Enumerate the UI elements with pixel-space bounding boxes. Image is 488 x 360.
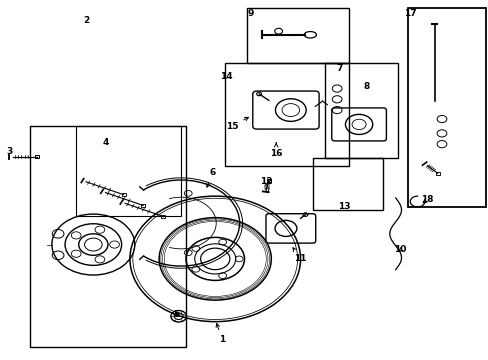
Bar xyxy=(141,204,145,207)
Text: 1: 1 xyxy=(216,324,225,344)
Bar xyxy=(35,155,39,158)
Text: 18: 18 xyxy=(420,195,433,204)
Bar xyxy=(325,63,397,158)
Text: 6: 6 xyxy=(206,168,216,187)
Text: 16: 16 xyxy=(269,143,282,158)
Text: 8: 8 xyxy=(363,82,369,91)
Bar xyxy=(224,63,348,166)
Text: 17: 17 xyxy=(403,9,416,18)
Bar xyxy=(407,8,485,207)
Text: 2: 2 xyxy=(83,16,89,25)
Bar xyxy=(161,215,164,218)
Text: 3: 3 xyxy=(6,147,13,156)
Text: 5: 5 xyxy=(173,310,179,319)
Bar xyxy=(76,126,181,216)
Text: 13: 13 xyxy=(338,202,350,211)
Bar xyxy=(435,172,439,175)
Bar xyxy=(246,8,348,63)
Text: 7: 7 xyxy=(336,64,342,73)
Text: 15: 15 xyxy=(225,117,248,131)
Text: 9: 9 xyxy=(246,9,253,18)
Bar xyxy=(122,193,125,196)
Bar xyxy=(30,126,185,347)
Text: 14: 14 xyxy=(219,72,232,81)
Text: 4: 4 xyxy=(102,138,108,147)
Text: 10: 10 xyxy=(393,246,406,255)
Text: 12: 12 xyxy=(260,177,272,193)
Bar xyxy=(266,179,270,181)
Text: 11: 11 xyxy=(292,248,306,264)
Bar xyxy=(312,158,383,211)
